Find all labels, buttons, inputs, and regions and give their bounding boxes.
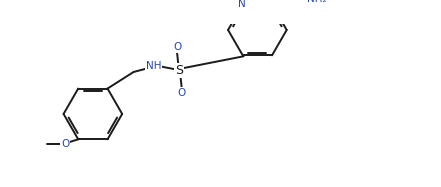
Text: S: S xyxy=(176,64,183,77)
Text: O: O xyxy=(173,42,181,52)
Text: O: O xyxy=(61,139,69,149)
Text: NH: NH xyxy=(285,0,301,2)
Text: NH₂: NH₂ xyxy=(306,0,326,4)
Text: O: O xyxy=(178,88,186,98)
Text: N: N xyxy=(238,0,246,9)
Text: NH: NH xyxy=(146,61,161,71)
